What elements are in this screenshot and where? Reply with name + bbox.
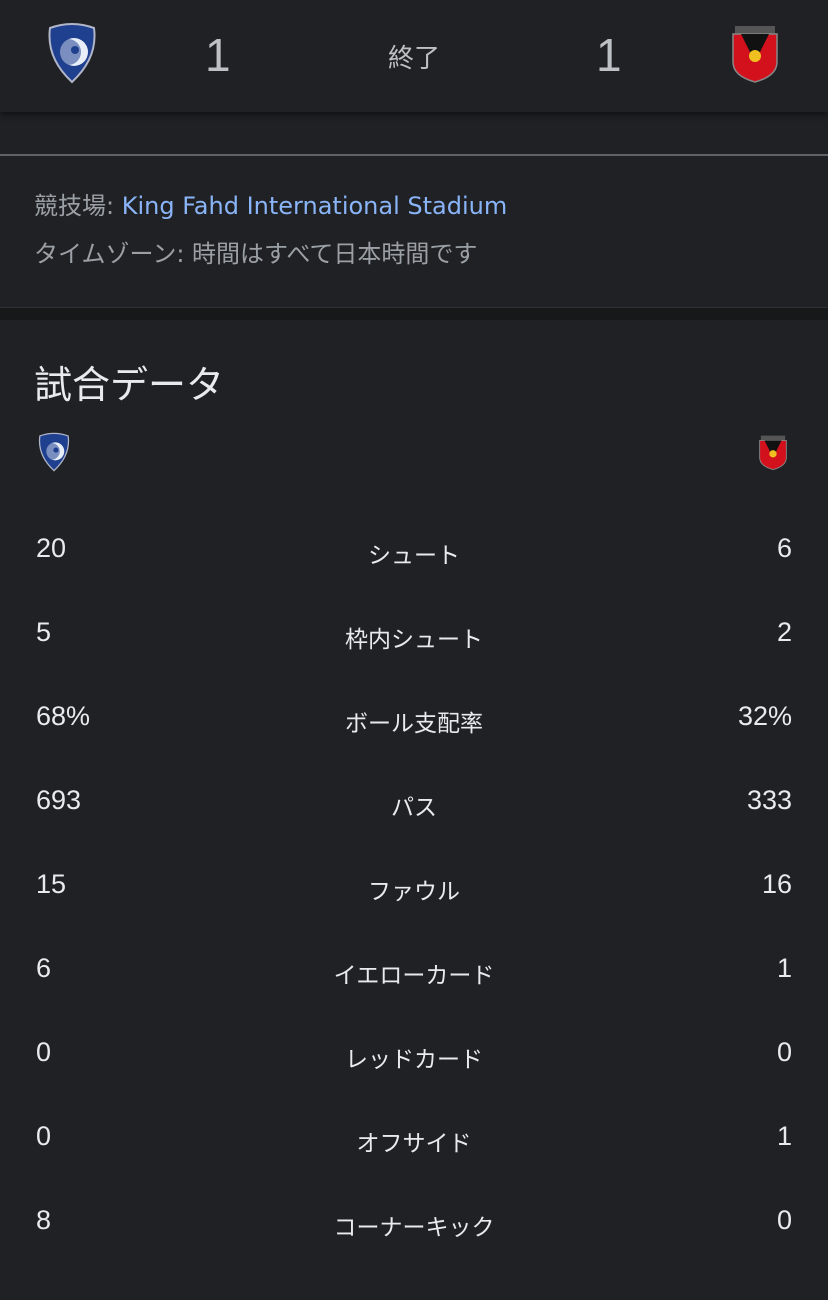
home-stat-value: 693 [36, 785, 82, 815]
home-stat-value: 6 [36, 953, 52, 983]
stat-label: パス [391, 795, 437, 821]
home-stat-value: 0 [36, 1037, 52, 1067]
home-team-crest-icon [36, 432, 72, 472]
home-stat-value: 8 [36, 1205, 52, 1235]
away-stat-value: 333 [746, 785, 792, 815]
away-stat-value: 16 [761, 869, 792, 899]
home-stat-value: 5 [36, 617, 52, 647]
away-stat-value: 1 [776, 953, 792, 983]
home-stat-value: 0 [36, 1121, 52, 1151]
venue-link[interactable]: King Fahd International Stadium [121, 192, 508, 220]
match-info: 競技場: King Fahd International Stadium タイム… [0, 158, 828, 308]
stat-row: 5 枠内シュート 2 [0, 617, 828, 657]
away-stat-value: 1 [776, 1121, 792, 1151]
away-score: 1 [596, 29, 622, 81]
home-stat-value: 20 [36, 533, 67, 563]
match-header: 1 終了 1 [0, 0, 828, 112]
away-team-crest-icon[interactable] [727, 22, 783, 84]
timezone-note: タイムゾーン: 時間はすべて日本時間です [34, 240, 478, 268]
header-divider [0, 112, 828, 156]
away-stat-value: 0 [776, 1037, 792, 1067]
stat-row: 20 シュート 6 [0, 533, 828, 573]
stat-row: 0 オフサイド 1 [0, 1121, 828, 1161]
stat-row: 15 ファウル 16 [0, 869, 828, 909]
stat-row: 6 イエローカード 1 [0, 953, 828, 993]
stat-row: 0 レッドカード 0 [0, 1037, 828, 1077]
stat-label: ボール支配率 [345, 711, 483, 737]
match-status: 終了 [387, 44, 440, 74]
stat-row: 68% ボール支配率 32% [0, 701, 828, 741]
away-stat-value: 2 [776, 617, 792, 647]
away-team-crest-icon [756, 432, 790, 472]
stat-label: ファウル [368, 879, 460, 905]
stat-label: コーナーキック [333, 1215, 495, 1241]
home-stat-value: 15 [36, 869, 67, 899]
away-stat-value: 32% [737, 701, 792, 731]
stat-label: オフサイド [356, 1131, 472, 1157]
away-stat-value: 0 [776, 1205, 792, 1235]
venue-label: 競技場: [34, 192, 122, 220]
venue-line: 競技場: King Fahd International Stadium [34, 186, 507, 221]
stat-label: レッドカード [345, 1047, 483, 1073]
stats-title: 試合データ [34, 363, 225, 407]
stat-label: イエローカード [333, 963, 495, 989]
home-score: 1 [205, 29, 231, 81]
stat-row: 8 コーナーキック 0 [0, 1205, 828, 1245]
away-stat-value: 6 [776, 533, 792, 563]
home-stat-value: 68% [36, 701, 91, 731]
stat-label: 枠内シュート [345, 627, 483, 653]
stat-row: 693 パス 333 [0, 785, 828, 825]
section-separator [0, 308, 828, 320]
stat-label: シュート [368, 543, 460, 569]
